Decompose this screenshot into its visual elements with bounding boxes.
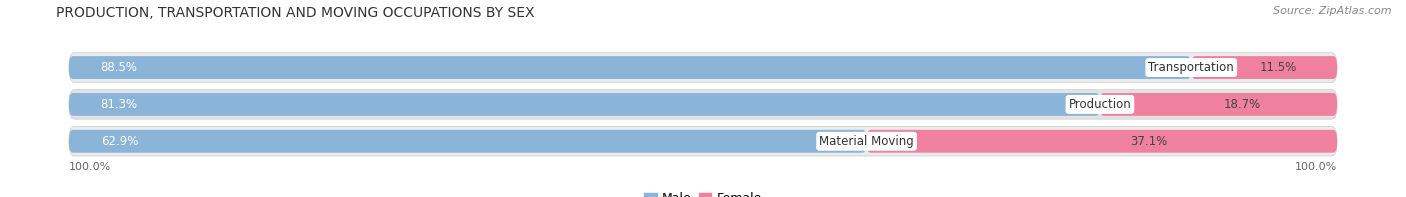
FancyBboxPatch shape xyxy=(69,90,1337,119)
Text: 37.1%: 37.1% xyxy=(1130,135,1167,148)
Text: Transportation: Transportation xyxy=(1149,61,1234,74)
FancyBboxPatch shape xyxy=(69,126,1337,156)
Text: 81.3%: 81.3% xyxy=(101,98,138,111)
FancyBboxPatch shape xyxy=(866,130,1337,153)
FancyBboxPatch shape xyxy=(1191,56,1337,79)
Text: 18.7%: 18.7% xyxy=(1223,98,1261,111)
Text: Source: ZipAtlas.com: Source: ZipAtlas.com xyxy=(1274,6,1392,16)
FancyBboxPatch shape xyxy=(69,130,866,153)
FancyBboxPatch shape xyxy=(1099,93,1337,116)
Text: Production: Production xyxy=(1069,98,1132,111)
Legend: Male, Female: Male, Female xyxy=(640,187,766,197)
FancyBboxPatch shape xyxy=(69,56,1191,79)
Text: Material Moving: Material Moving xyxy=(820,135,914,148)
Text: PRODUCTION, TRANSPORTATION AND MOVING OCCUPATIONS BY SEX: PRODUCTION, TRANSPORTATION AND MOVING OC… xyxy=(56,6,534,20)
Text: 100.0%: 100.0% xyxy=(1295,162,1337,172)
FancyBboxPatch shape xyxy=(69,53,1337,82)
Text: 100.0%: 100.0% xyxy=(69,162,111,172)
Text: 88.5%: 88.5% xyxy=(101,61,138,74)
FancyBboxPatch shape xyxy=(69,93,1099,116)
Text: 62.9%: 62.9% xyxy=(101,135,138,148)
Text: 11.5%: 11.5% xyxy=(1260,61,1298,74)
